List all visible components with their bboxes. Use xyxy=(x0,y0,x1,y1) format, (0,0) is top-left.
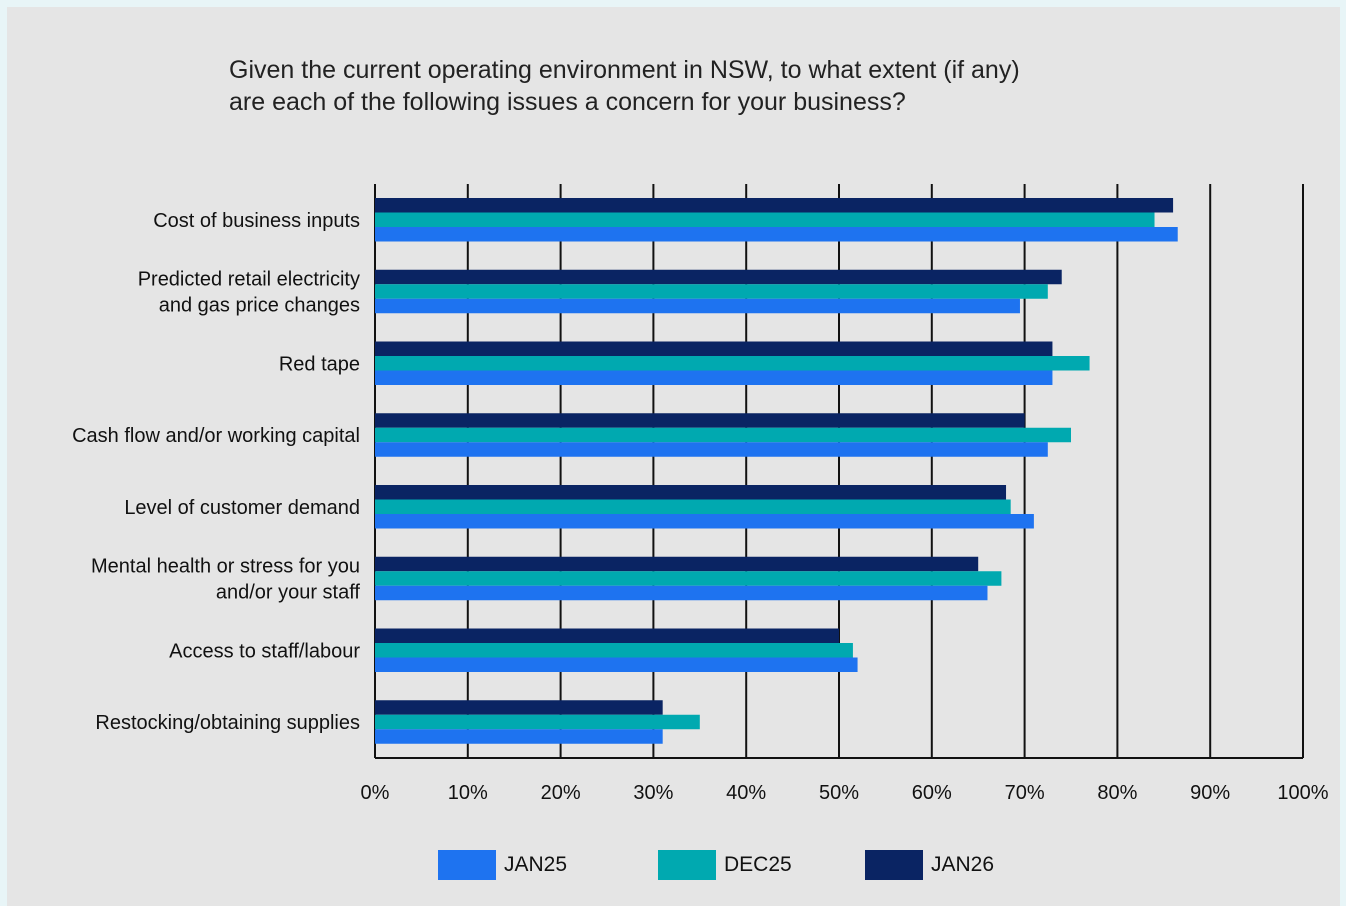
category-label: and gas price changes xyxy=(159,295,360,317)
x-tick-label: 10% xyxy=(448,782,488,804)
category-label: Level of customer demand xyxy=(124,497,360,519)
x-tick-label: 20% xyxy=(541,782,581,804)
bar-jan25 xyxy=(375,729,663,744)
legend-label: DEC25 xyxy=(724,853,792,876)
legend-item-dec25: DEC25 xyxy=(658,850,792,880)
bar-jan25 xyxy=(375,370,1053,385)
bar-dec25 xyxy=(375,499,1011,514)
bar-dec25 xyxy=(375,643,853,658)
bar-jan26 xyxy=(375,700,663,715)
bar-jan26 xyxy=(375,341,1053,356)
legend-item-jan25: JAN25 xyxy=(438,850,567,880)
bar-dec25 xyxy=(375,571,1002,586)
legend-label: JAN25 xyxy=(504,853,568,876)
category-label: Mental health or stress for you xyxy=(91,556,360,578)
bar-dec25 xyxy=(375,212,1155,227)
x-tick-label: 90% xyxy=(1190,782,1230,804)
x-tick-label: 60% xyxy=(912,782,952,804)
legend-label: JAN26 xyxy=(931,853,995,876)
bar-jan25 xyxy=(375,514,1034,529)
chart-title-line-1: Given the current operating environment … xyxy=(229,56,1020,84)
legend-swatch xyxy=(438,850,496,880)
bar-dec25 xyxy=(375,356,1090,371)
bar-dec25 xyxy=(375,427,1071,443)
category-label: Restocking/obtaining supplies xyxy=(95,712,360,734)
legend-swatch xyxy=(865,850,923,880)
bar-jan26 xyxy=(375,485,1007,500)
x-tick-label: 40% xyxy=(726,782,766,804)
bar-jan26 xyxy=(375,628,839,643)
x-tick-label: 100% xyxy=(1277,782,1328,804)
bar-jan26 xyxy=(375,556,979,572)
x-tick-label: 0% xyxy=(361,782,390,804)
chart-title-line-2: are each of the following issues a conce… xyxy=(229,88,906,116)
bar-jan26 xyxy=(375,413,1025,428)
bar-jan25 xyxy=(375,298,1020,314)
bar-jan26 xyxy=(375,269,1062,285)
x-tick-label: 50% xyxy=(819,782,859,804)
category-label: Red tape xyxy=(279,353,360,375)
legend-item-jan26: JAN26 xyxy=(865,850,994,880)
x-tick-label: 30% xyxy=(633,782,673,804)
x-tick-label: 80% xyxy=(1097,782,1137,804)
bar-jan25 xyxy=(375,585,988,601)
category-label: Access to staff/labour xyxy=(169,640,360,662)
category-label: Predicted retail electricity xyxy=(138,269,360,291)
x-tick-label: 70% xyxy=(1005,782,1045,804)
bar-dec25 xyxy=(375,284,1048,299)
bar-jan26 xyxy=(375,198,1174,213)
category-label: Cost of business inputs xyxy=(153,210,360,232)
legend-swatch xyxy=(658,850,716,880)
category-label: Cash flow and/or working capital xyxy=(72,425,360,447)
chart-title: Given the current operating environment … xyxy=(229,54,1149,118)
bar-jan25 xyxy=(375,227,1178,242)
bar-jan25 xyxy=(375,657,858,672)
category-label: and/or your staff xyxy=(216,582,361,604)
bar-dec25 xyxy=(375,714,700,730)
bar-jan25 xyxy=(375,442,1048,457)
